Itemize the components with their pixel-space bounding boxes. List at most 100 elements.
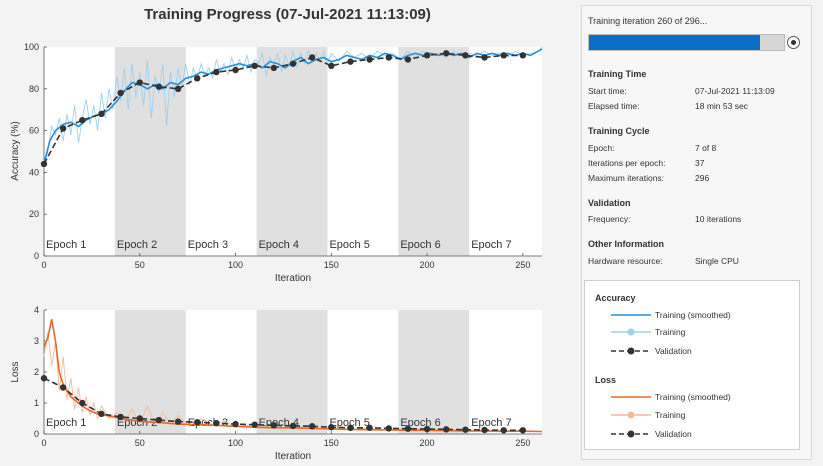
validation-title: Validation xyxy=(588,198,631,208)
loss-validation-point xyxy=(174,418,182,425)
elapsed-time-value: 18 min 53 sec xyxy=(695,101,748,111)
acc-epoch-shade xyxy=(256,47,328,256)
legend-box: Accuracy Training (smoothed) Training Va… xyxy=(584,280,800,450)
acc-validation-point xyxy=(481,54,488,61)
acc-validation-point xyxy=(289,60,297,67)
acc-validation-point xyxy=(194,75,201,82)
legend-loss-smoothed-symbol xyxy=(611,396,651,398)
legend-loss-training-symbol xyxy=(611,411,651,419)
acc-validation-point xyxy=(79,116,86,124)
loss-epoch-shade xyxy=(398,310,470,434)
loss-validation-point xyxy=(251,421,258,428)
loss-validation-point xyxy=(136,415,143,422)
loss-validation-point xyxy=(443,426,450,433)
acc-validation-point xyxy=(443,50,450,57)
loss-validation-point xyxy=(213,419,220,427)
acc-epoch-label: Epoch 4 xyxy=(259,239,299,251)
loss-epoch-label: Epoch 5 xyxy=(329,417,369,429)
acc-validation-point xyxy=(136,79,143,86)
legend-loss-training: Training xyxy=(655,410,686,420)
acc-validation-point xyxy=(366,56,373,63)
hardware-value: Single CPU xyxy=(695,256,739,266)
loss-validation-point xyxy=(308,423,316,430)
loss-epoch-label: Epoch 6 xyxy=(400,417,440,429)
acc-validation-point xyxy=(328,62,335,70)
loss-validation-point xyxy=(59,384,67,391)
start-time-label: Start time: xyxy=(588,86,627,96)
acc-y-tick-label: 0 xyxy=(34,251,39,261)
loss-y-tick-label: 4 xyxy=(34,305,39,315)
loss-epoch-shade xyxy=(114,310,186,434)
acc-validation-point xyxy=(251,62,258,70)
acc-epoch-label: Epoch 6 xyxy=(400,239,440,251)
acc-validation-point xyxy=(500,52,507,59)
acc-validation-point xyxy=(155,83,163,90)
loss-validation-point xyxy=(366,424,373,431)
acc-x-tick-label: 150 xyxy=(324,260,339,270)
loss-epoch-label: Epoch 7 xyxy=(471,417,511,429)
loss-x-tick-label: 200 xyxy=(420,438,435,448)
loss-validation-point xyxy=(500,427,507,434)
loss-validation-point xyxy=(347,424,354,431)
acc-validation-point xyxy=(404,56,412,63)
acc-epoch-label: Epoch 2 xyxy=(117,239,157,251)
acc-x-tick-label: 0 xyxy=(41,260,46,270)
loss-validation-point xyxy=(79,399,86,407)
acc-epoch-label: Epoch 3 xyxy=(188,239,228,251)
loss-validation-point xyxy=(270,422,278,429)
stop-button[interactable] xyxy=(787,36,800,49)
loss-y-tick-label: 1 xyxy=(34,398,39,408)
loss-y-axis-label: Loss xyxy=(10,361,21,382)
loss-y-tick-label: 0 xyxy=(34,429,39,439)
acc-epoch-label: Epoch 1 xyxy=(46,239,86,251)
acc-validation-point xyxy=(117,89,124,97)
hardware-label: Hardware resource: xyxy=(588,256,663,266)
chart-title: Training Progress (07-Jul-2021 11:13:09) xyxy=(144,6,431,23)
loss-y-tick-label: 2 xyxy=(34,367,39,377)
other-info-title: Other Information xyxy=(588,239,664,249)
acc-validation-point xyxy=(270,64,278,72)
acc-validation-line xyxy=(43,52,523,165)
progress-fill xyxy=(589,35,761,50)
iterations-per-epoch-value: 37 xyxy=(695,158,705,168)
frequency-value: 10 iterations xyxy=(695,214,742,224)
elapsed-time-label: Elapsed time: xyxy=(588,101,640,111)
acc-validation-point xyxy=(213,68,220,76)
acc-validation-point xyxy=(40,160,48,168)
loss-x-axis-label: Iteration xyxy=(275,451,311,462)
charts-svg: Epoch 1 Epoch 2 Epoch 3 Epoch 4 Epoch 5 Epoch… xyxy=(10,42,543,462)
legend-acc-training-symbol xyxy=(611,328,651,336)
acc-validation-point xyxy=(423,52,431,59)
loss-y-tick-label: 3 xyxy=(34,336,39,346)
loss-validation-point xyxy=(98,410,105,418)
loss-plot: Epoch 1 Epoch 2 Epoch 3 Epoch 4 Epoch 5 Epoch… xyxy=(10,305,543,462)
legend-acc-validation-symbol xyxy=(611,347,651,355)
loss-validation-point xyxy=(232,420,239,428)
progress-text: Training iteration 260 of 296... xyxy=(588,16,708,26)
loss-validation-point xyxy=(404,425,412,432)
acc-epoch-label: Epoch 5 xyxy=(329,239,369,251)
acc-y-tick-label: 60 xyxy=(29,126,39,136)
epoch-label: Epoch: xyxy=(588,143,615,153)
acc-validation-point xyxy=(232,66,239,74)
loss-validation-point xyxy=(155,416,163,424)
acc-x-tick-label: 250 xyxy=(515,260,530,270)
iterations-per-epoch-label: Iterations per epoch: xyxy=(588,158,666,168)
frequency-label: Frequency: xyxy=(588,214,631,224)
loss-validation-point xyxy=(519,427,527,434)
acc-validation-point xyxy=(462,52,469,59)
progress-bar xyxy=(588,34,785,51)
loss-validation-point xyxy=(194,419,201,426)
legend-loss-title: Loss xyxy=(595,375,617,385)
start-time-value: 07-Jul-2021 11:13:09 xyxy=(695,86,775,96)
loss-validation-point xyxy=(289,422,297,430)
loss-x-tick-label: 150 xyxy=(324,438,339,448)
training-time-title: Training Time xyxy=(588,69,647,79)
acc-x-tick-label: 50 xyxy=(135,260,145,270)
acc-validation-point xyxy=(308,54,316,61)
acc-x-tick-label: 200 xyxy=(420,260,435,270)
legend-loss-smoothed: Training (smoothed) xyxy=(655,392,731,402)
loss-x-tick-label: 100 xyxy=(228,438,243,448)
legend-accuracy-title: Accuracy xyxy=(595,293,636,303)
loss-validation-point xyxy=(40,375,48,382)
